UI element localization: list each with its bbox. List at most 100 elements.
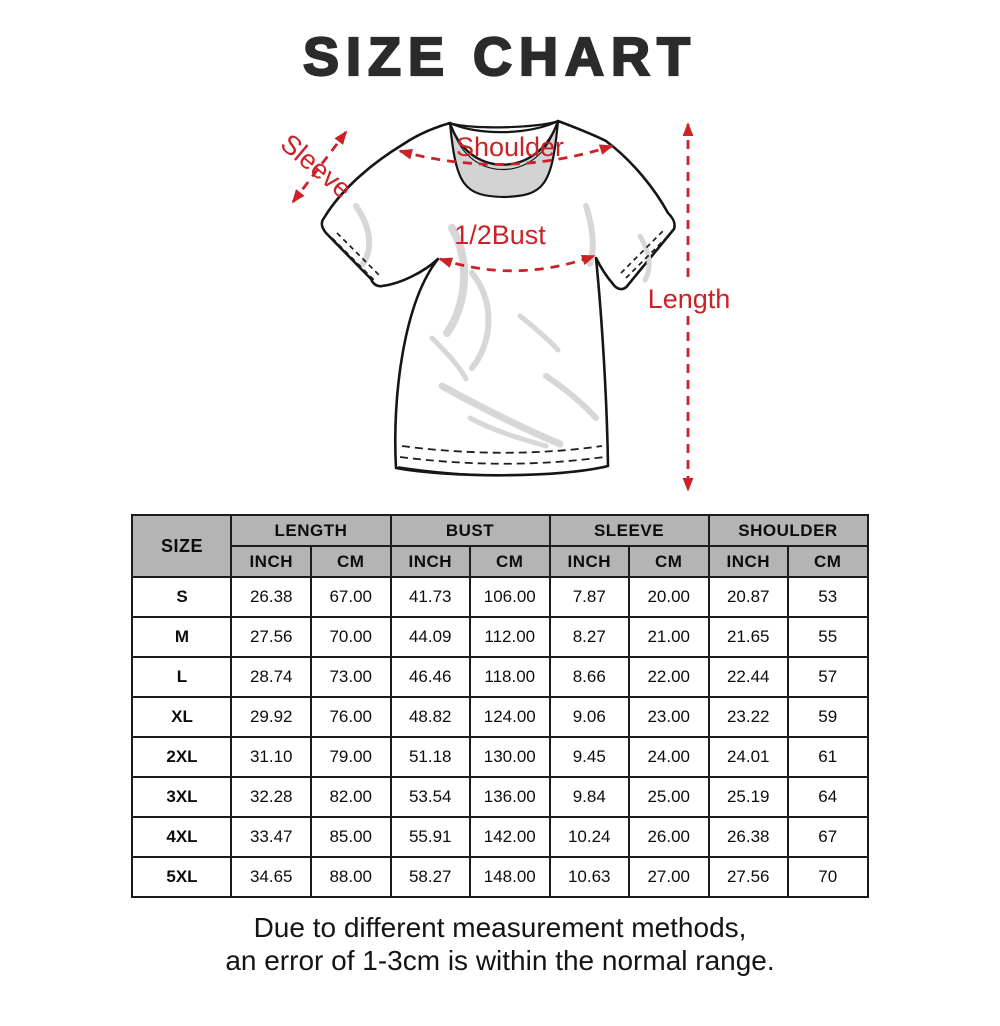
value-cell: 25.19 [707,776,789,818]
value-cell: 28.74 [230,656,312,698]
value-cell: 9.45 [548,736,630,778]
tshirt-back-collar [449,119,559,134]
header-sleeve-cm: CM [628,545,710,578]
value-cell: 33.47 [230,816,312,858]
value-cell: 31.10 [230,736,312,778]
table-row: S 26.38 67.00 41.73 106.00 7.87 20.00 20.87 53 [131,576,869,618]
value-cell: 67 [787,816,869,858]
value-cell: 130.00 [469,736,551,778]
page-title: SIZE CHART [302,26,697,88]
value-cell: 76.00 [309,696,392,738]
length-label: Length [648,284,731,314]
value-cell: 148.00 [469,856,551,898]
value-cell: 112.00 [469,616,551,658]
note-line-2: an error of 1-3cm is within the normal r… [225,945,775,977]
value-cell: 46.46 [389,656,471,698]
header-sleeve-inch: INCH [548,545,630,578]
value-cell: 142.00 [469,816,551,858]
value-cell: 124.00 [469,696,551,738]
hem-stitching [331,230,669,477]
value-cell: 27.56 [230,616,312,658]
value-cell: 8.66 [548,656,630,698]
value-cell: 55.91 [389,816,471,858]
size-cell: M [131,616,233,658]
value-cell: 70 [787,856,869,898]
sleeve-label: Sleeve [275,128,358,204]
value-cell: 26.00 [628,816,710,858]
table-row: L 28.74 73.00 46.46 118.00 8.66 22.00 22.44 57 [131,656,869,698]
value-cell: 23.22 [707,696,789,738]
value-cell: 25.00 [628,776,710,818]
size-cell: 2XL [131,736,233,778]
header-bust: BUST [389,514,551,547]
value-cell: 73.00 [309,656,392,698]
value-cell: 85.00 [309,816,392,858]
value-cell: 88.00 [309,856,392,898]
value-cell: 26.38 [707,816,789,858]
value-cell: 57 [787,656,869,698]
shoulder-label: Shoulder [456,132,564,162]
value-cell: 10.63 [548,856,630,898]
header-size: SIZE [131,514,233,578]
value-cell: 61 [787,736,869,778]
value-cell: 79.00 [309,736,392,778]
value-cell: 53.54 [389,776,471,818]
size-cell: S [131,576,233,618]
value-cell: 82.00 [309,776,392,818]
size-cell: 4XL [131,816,233,858]
size-chart-table: SIZE LENGTH BUST SLEEVE SHOULDER INCH CM… [131,514,869,898]
value-cell: 32.28 [230,776,312,818]
length-label-backdrop [647,284,731,316]
header-sleeve: SLEEVE [548,514,710,547]
header-length: LENGTH [230,514,392,547]
note-line-1: Due to different measurement methods, [253,912,747,943]
value-cell: 20.00 [628,576,710,618]
header-length-inch: INCH [230,545,312,578]
bust-arrow [438,254,596,273]
size-cell: XL [131,696,233,738]
table-row: M 27.56 70.00 44.09 112.00 8.27 21.00 21.65 55 [131,616,869,658]
value-cell: 7.87 [548,576,630,618]
table-body: S 26.38 67.00 41.73 106.00 7.87 20.00 20.87 53 M 2… [131,576,869,898]
value-cell: 26.38 [230,576,312,618]
value-cell: 44.09 [389,616,471,658]
value-cell: 118.00 [469,656,551,698]
value-cell: 67.00 [309,576,392,618]
value-cell: 9.06 [548,696,630,738]
value-cell: 136.00 [469,776,551,818]
value-cell: 9.84 [548,776,630,818]
value-cell: 106.00 [469,576,551,618]
value-cell: 24.00 [628,736,710,778]
value-cell: 8.27 [548,616,630,658]
value-cell: 53 [787,576,869,618]
table-header: SIZE LENGTH BUST SLEEVE SHOULDER INCH CM… [131,514,869,578]
value-cell: 55 [787,616,869,658]
table-row: 3XL 32.28 82.00 53.54 136.00 9.84 25.00 25.19 64 [131,776,869,818]
value-cell: 34.65 [230,856,312,898]
value-cell: 70.00 [309,616,392,658]
value-cell: 64 [787,776,869,818]
size-cell: L [131,656,233,698]
value-cell: 51.18 [389,736,471,778]
table-row: 5XL 34.65 88.00 58.27 148.00 10.63 27.00 27.56 7… [131,856,869,898]
tshirt-illustration: Sleeve Shoulder 1/2Bust Length [275,119,731,492]
wrinkle-shading [353,203,652,449]
value-cell: 21.65 [707,616,789,658]
tshirt-collar [448,120,560,199]
value-cell: 41.73 [389,576,471,618]
value-cell: 48.82 [389,696,471,738]
value-cell: 27.56 [707,856,789,898]
header-bust-inch: INCH [389,545,471,578]
measurement-note: Due to different measurement methods, an… [0,911,1000,977]
value-cell: 24.01 [707,736,789,778]
header-length-cm: CM [309,545,392,578]
size-cell: 3XL [131,776,233,818]
header-bust-cm: CM [469,545,551,578]
header-shoulder-cm: CM [787,545,869,578]
header-shoulder: SHOULDER [707,514,869,547]
value-cell: 20.87 [707,576,789,618]
value-cell: 10.24 [548,816,630,858]
value-cell: 59 [787,696,869,738]
value-cell: 22.44 [707,656,789,698]
tshirt-measurement-diagram: Sleeve Shoulder 1/2Bust Length [0,88,1000,508]
